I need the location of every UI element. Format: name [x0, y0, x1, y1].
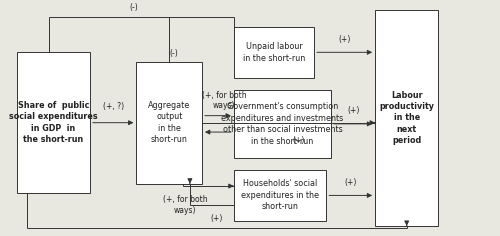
Text: Share of  public
social expenditures
in GDP  in
the short-run: Share of public social expenditures in G… [9, 101, 98, 144]
Text: (+, for both
ways): (+, for both ways) [202, 91, 246, 110]
Text: (+): (+) [344, 178, 357, 187]
Text: Labour
productivity
in the
next
period: Labour productivity in the next period [379, 91, 434, 145]
Text: Unpaid labour
in the short-run: Unpaid labour in the short-run [243, 42, 305, 63]
Bar [375, 10, 438, 226]
Text: (+): (+) [292, 136, 304, 145]
Text: (-): (-) [170, 49, 178, 58]
Text: Aggregate
output
in the
short-run: Aggregate output in the short-run [148, 101, 190, 144]
Bar [17, 52, 90, 193]
Text: (+): (+) [347, 106, 360, 115]
Text: (+): (+) [338, 35, 351, 44]
Text: (+, for both
ways): (+, for both ways) [162, 195, 208, 215]
Text: Government's consumption
expenditures and investments
other than social investme: Government's consumption expenditures an… [222, 102, 344, 146]
Bar [234, 170, 326, 221]
Text: Households' social
expenditures in the
short-run: Households' social expenditures in the s… [241, 179, 319, 211]
Text: (-): (-) [129, 3, 138, 12]
Bar [234, 90, 331, 158]
Text: (+): (+) [210, 214, 223, 223]
Bar [136, 62, 202, 184]
Bar [234, 26, 314, 78]
Text: (+, ?): (+, ?) [102, 102, 124, 111]
